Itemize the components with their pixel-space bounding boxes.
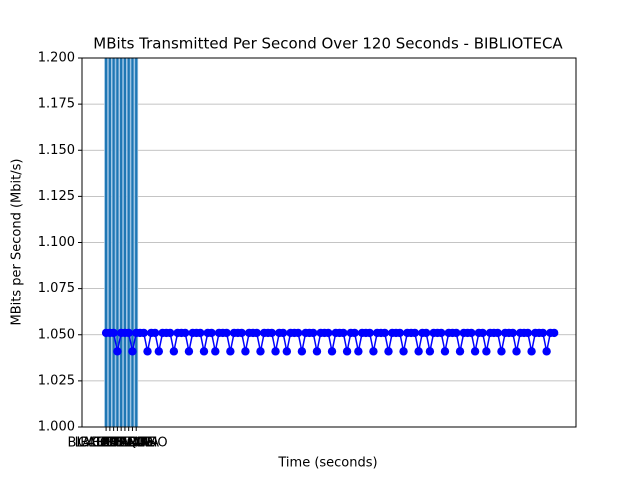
x-tick-label: LABORATORIO [75,436,168,451]
point [512,347,521,356]
point [467,328,476,338]
bar [107,58,112,427]
x-tick-label: CAFETERIA [78,436,150,451]
point [410,328,420,338]
point [493,328,502,338]
y-axis-label: MBits per Second (Mbit/s) [10,159,25,326]
bar [130,58,135,427]
point [165,328,175,338]
point [497,347,506,356]
y-tick-label: 1.175 [38,97,75,112]
point [196,328,205,338]
x-axis-label: Time (seconds) [277,456,377,471]
point [538,328,548,338]
x-tick-label: OFICINA [106,436,159,451]
point [455,347,465,356]
point [549,328,559,338]
point [425,347,435,356]
bar [104,58,109,427]
point [252,328,261,338]
point [169,347,179,356]
y-tick-label: 1.150 [38,143,75,158]
bar [119,58,124,427]
plot-area [101,58,559,427]
point [312,347,322,356]
point [482,347,491,356]
point [282,347,292,356]
point [478,328,487,338]
point [421,328,431,338]
point [470,347,480,356]
grid [82,57,576,428]
point [278,328,288,338]
x-tick-label: ESTADIO [97,436,153,451]
point [128,347,137,356]
ticks: 1.000 1.025 1.050 1.075 1.100 1.125 1.150 1.175… [38,51,168,451]
point [527,347,536,356]
point [124,328,133,338]
bar [111,58,116,427]
y-tick-label: 1.025 [38,373,75,388]
x-tick-label: CASA [92,436,127,451]
point [180,328,190,338]
point [437,328,446,338]
point [109,328,118,338]
point [354,347,363,356]
x-tick-label: STATS [117,436,156,451]
point [395,328,404,338]
y-tick-label: 1.200 [38,51,75,66]
point [143,347,152,356]
point [414,347,423,356]
point [339,328,348,338]
y-tick-label: 1.075 [38,281,75,296]
point [211,347,220,356]
point [113,347,122,356]
point [241,347,250,356]
point [150,328,160,338]
point [207,328,216,338]
point [324,328,333,338]
point [452,328,461,338]
point [380,328,389,338]
point [222,328,231,338]
point [271,347,280,356]
point [226,347,235,356]
bar [123,58,127,427]
x-tick-label: PARQUE [102,436,155,451]
bar [134,58,139,427]
x-tick-label: BIBLIOTECA [68,436,145,451]
chart-title: MBits Transmitted Per Second Over 120 Se… [93,35,563,53]
point [542,347,551,356]
y-tick-label: 1.000 [38,420,75,435]
point [256,347,265,356]
bar [126,58,131,427]
point [184,347,194,356]
point [508,328,517,338]
y-tick-label: 1.050 [38,327,75,342]
point [293,328,303,338]
point [384,347,393,356]
point [399,347,408,356]
point [199,347,209,356]
point [297,347,307,356]
y-tick-label: 1.100 [38,235,75,250]
x-tick-label: AULA [100,436,135,451]
point [365,328,374,338]
point [237,328,246,338]
point [154,347,164,356]
y-tick-label: 1.125 [38,189,75,204]
point [308,328,318,338]
point [139,328,148,338]
point [440,347,450,356]
point [523,328,533,338]
bar [115,58,120,427]
point [327,347,337,356]
point [267,328,276,338]
point [369,347,378,356]
point [350,328,359,338]
point [342,347,352,356]
